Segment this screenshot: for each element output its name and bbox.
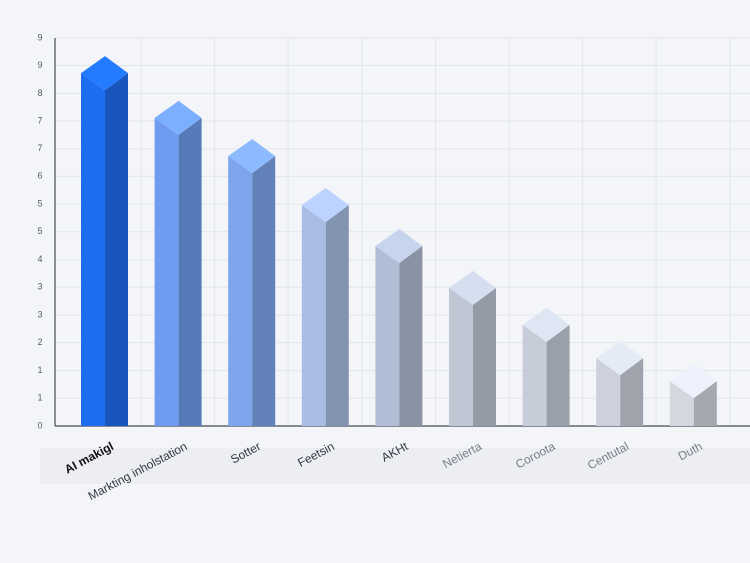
bar-front <box>522 324 547 426</box>
y-tick-label: 5 <box>37 226 42 236</box>
bar-top <box>375 228 423 263</box>
bar-side <box>325 204 349 426</box>
y-tick-label: 7 <box>37 115 42 125</box>
bar-top <box>301 187 349 222</box>
bar-front <box>449 287 473 426</box>
y-tick-label: 7 <box>37 143 42 153</box>
bar <box>669 364 717 426</box>
bar-side <box>252 156 276 426</box>
y-tick-label: 9 <box>37 60 42 70</box>
bar-top <box>81 56 128 91</box>
y-tick-label: 6 <box>37 171 42 181</box>
bar-top <box>669 364 717 399</box>
bar-front <box>154 117 179 427</box>
bar-front <box>596 358 621 426</box>
y-tick-label: 3 <box>37 282 42 292</box>
bar-side <box>473 287 496 426</box>
bar <box>228 139 276 426</box>
bar-side <box>178 117 202 427</box>
y-tick-label: 4 <box>37 254 42 264</box>
bar <box>449 270 496 426</box>
y-tick-label: 1 <box>37 392 42 402</box>
bar <box>596 341 644 426</box>
y-tick-label: 2 <box>37 337 42 347</box>
bar-front <box>81 73 105 426</box>
bar-side <box>105 73 128 426</box>
bar-side <box>546 324 570 426</box>
bar-top <box>228 139 276 174</box>
y-tick-label: 9 <box>37 32 42 42</box>
bar-front <box>301 204 326 426</box>
bar-top <box>449 270 496 305</box>
y-tick-label: 1 <box>37 365 42 375</box>
bar <box>522 307 570 426</box>
bar-side <box>620 358 644 426</box>
y-tick-label: 0 <box>37 420 42 430</box>
y-tick-label: 8 <box>37 88 42 98</box>
label-band <box>40 448 750 484</box>
bar-top <box>522 307 570 342</box>
bar-front <box>375 245 400 426</box>
bar <box>81 56 128 426</box>
bar <box>301 187 349 426</box>
bar <box>154 100 202 427</box>
y-tick-label: 5 <box>37 199 42 209</box>
bar <box>375 228 423 426</box>
bar-front <box>669 381 694 426</box>
bar-top <box>596 341 644 376</box>
bar-side <box>693 381 717 426</box>
bar-top <box>154 100 202 135</box>
bar-front <box>228 156 253 426</box>
bar-side <box>399 245 423 426</box>
y-tick-label: 3 <box>37 310 42 320</box>
